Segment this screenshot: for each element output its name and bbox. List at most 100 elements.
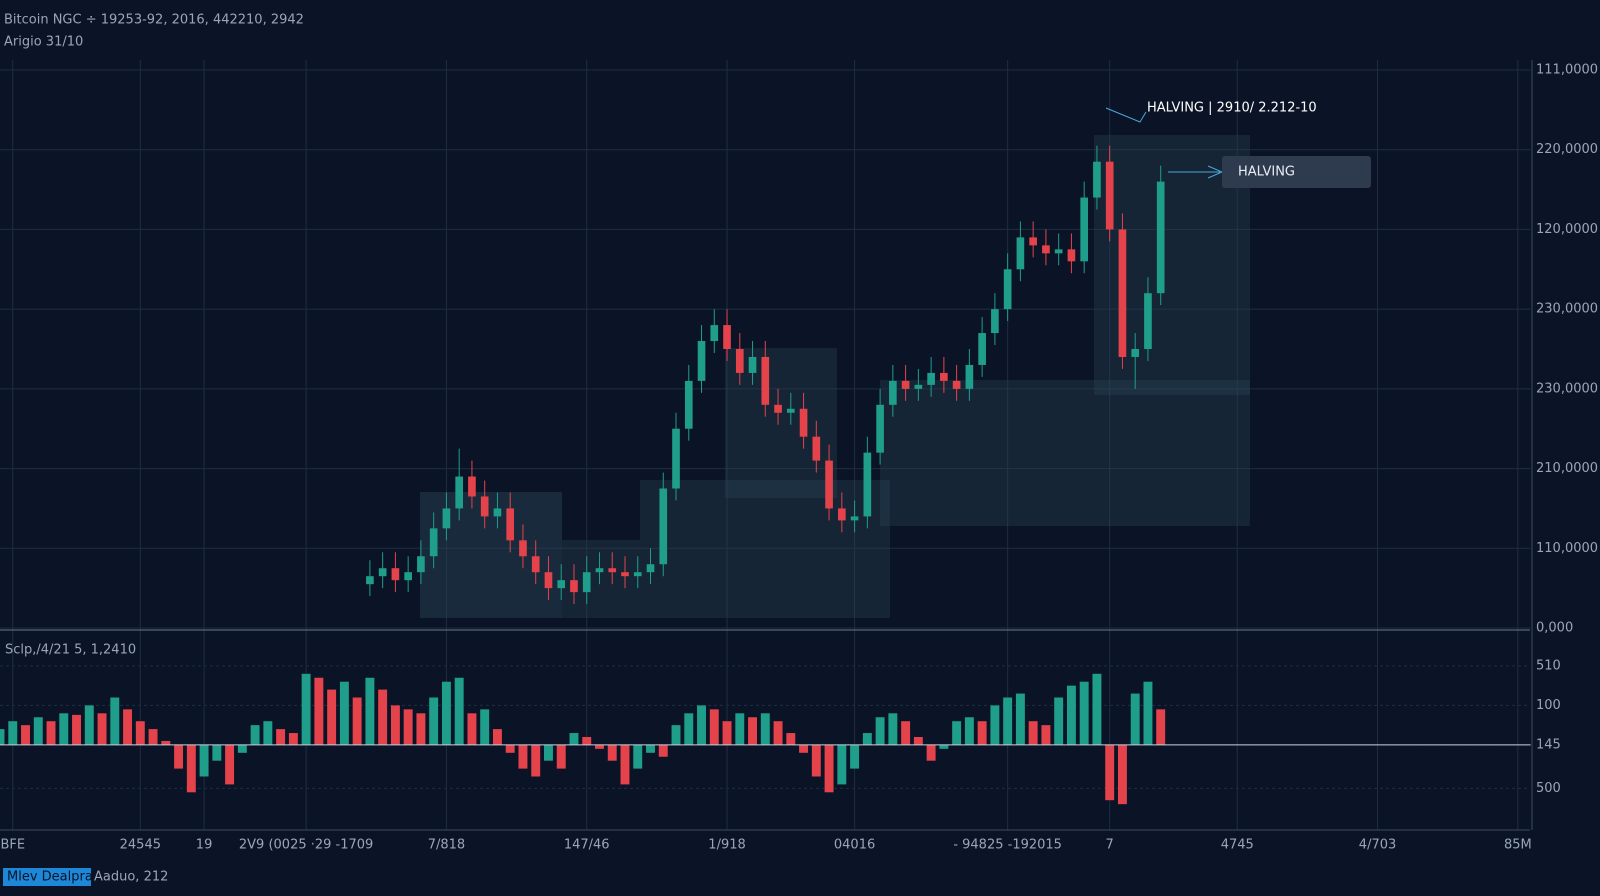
candle-body bbox=[366, 576, 374, 585]
candle-body bbox=[672, 428, 680, 489]
x-tick-label: 147/46 bbox=[564, 838, 610, 853]
histogram-bar bbox=[1003, 697, 1013, 745]
candle-body bbox=[646, 564, 655, 573]
histogram-bar bbox=[735, 713, 745, 745]
candle-body bbox=[774, 404, 782, 413]
candle-body bbox=[799, 408, 808, 437]
histogram-bar bbox=[288, 733, 298, 745]
y-tick-label: 220,0000 bbox=[1536, 142, 1598, 157]
histogram-bar bbox=[186, 744, 196, 793]
candle-body bbox=[723, 325, 731, 349]
histogram-bar bbox=[492, 729, 502, 745]
histogram-bar bbox=[1105, 744, 1115, 801]
histogram-bar bbox=[161, 740, 171, 745]
histogram-bar bbox=[633, 744, 643, 769]
y-tick-label: 120,0000 bbox=[1536, 222, 1598, 237]
candle-body bbox=[812, 436, 821, 461]
x-tick-label: 04016 bbox=[834, 838, 875, 853]
candle-body bbox=[991, 309, 999, 334]
shade bbox=[420, 492, 562, 618]
histogram-bar bbox=[913, 737, 923, 745]
candle-body bbox=[608, 568, 617, 573]
histogram-bar bbox=[21, 725, 30, 745]
x-tick-label: 19 bbox=[196, 838, 213, 853]
candle-body bbox=[838, 508, 846, 521]
candle-body bbox=[519, 540, 527, 557]
histogram-bar bbox=[365, 677, 375, 745]
histogram-bar bbox=[263, 721, 273, 745]
histogram-bar bbox=[84, 705, 94, 745]
candle-body bbox=[468, 476, 476, 497]
candle-body bbox=[850, 516, 859, 521]
histogram-bar bbox=[225, 744, 235, 785]
candle-body bbox=[404, 572, 412, 581]
histogram-bar bbox=[467, 713, 477, 745]
histogram-bar bbox=[697, 705, 706, 745]
y-tick-label: 145 bbox=[1536, 737, 1561, 752]
candle-body bbox=[455, 476, 464, 509]
histogram-bar bbox=[1015, 693, 1025, 745]
candle-body bbox=[1003, 269, 1012, 310]
histogram-bar bbox=[33, 717, 43, 745]
candle-body bbox=[1016, 237, 1025, 270]
candle-body bbox=[1105, 161, 1114, 230]
candle-body bbox=[544, 572, 553, 589]
histogram-bar bbox=[314, 677, 324, 745]
histogram-bar bbox=[658, 744, 668, 757]
footer-text: Aaduo, 212 bbox=[94, 870, 168, 885]
badge bbox=[3, 868, 91, 886]
candle-body bbox=[952, 380, 961, 389]
annotation-box bbox=[1222, 156, 1371, 188]
candle-body bbox=[480, 496, 489, 517]
histogram-bar bbox=[59, 713, 69, 745]
candle-body bbox=[914, 384, 923, 389]
histogram-bar bbox=[1092, 673, 1102, 745]
histogram-bar bbox=[301, 673, 311, 745]
histogram-bar bbox=[110, 697, 120, 745]
histogram-bar bbox=[799, 744, 809, 753]
candle-body bbox=[710, 325, 719, 342]
histogram-bar bbox=[773, 721, 783, 745]
histogram-bar bbox=[429, 697, 439, 745]
histogram-bar bbox=[671, 725, 681, 745]
histogram-bar bbox=[709, 709, 719, 745]
x-tick-label: 7 bbox=[1106, 838, 1114, 853]
histogram-bar bbox=[607, 744, 617, 761]
candle-body bbox=[633, 572, 642, 577]
candle-body bbox=[1156, 181, 1165, 294]
candle-body bbox=[901, 380, 910, 389]
pane-title: Sclp,/4/21 5, 1,2410 bbox=[5, 643, 136, 658]
candle-body bbox=[506, 508, 515, 541]
histogram-bar bbox=[786, 733, 796, 745]
histogram-bar bbox=[1156, 709, 1166, 745]
histogram-bar bbox=[964, 717, 974, 745]
candle-body bbox=[442, 508, 451, 529]
histogram-bar bbox=[850, 744, 860, 769]
x-tick-label: 24545 bbox=[120, 838, 161, 853]
histogram-bar bbox=[684, 713, 694, 745]
candle-body bbox=[940, 372, 948, 381]
histogram-bar bbox=[72, 714, 81, 745]
candle-body bbox=[1093, 161, 1101, 198]
histogram-bar bbox=[1066, 685, 1076, 745]
candle-body bbox=[863, 452, 872, 517]
candle-body bbox=[684, 380, 693, 429]
histogram-bar bbox=[1041, 725, 1051, 745]
histogram-bar bbox=[620, 744, 630, 785]
x-tick-label: BFE bbox=[0, 838, 25, 853]
histogram-bar bbox=[531, 744, 541, 777]
histogram-bar bbox=[748, 717, 758, 745]
histogram-bar bbox=[212, 744, 222, 761]
x-tick-label: 7/818 bbox=[428, 838, 465, 853]
candle-body bbox=[1029, 237, 1037, 246]
shade bbox=[562, 540, 640, 618]
x-tick-label: 4745 bbox=[1221, 838, 1254, 853]
histogram-bar bbox=[977, 721, 987, 745]
histogram-bar bbox=[250, 725, 260, 745]
candle-body bbox=[978, 333, 986, 365]
candle-body bbox=[570, 580, 578, 593]
histogram-bar bbox=[148, 729, 158, 745]
histogram-bar bbox=[454, 677, 464, 745]
y-tick-label: 210,0000 bbox=[1536, 461, 1598, 476]
